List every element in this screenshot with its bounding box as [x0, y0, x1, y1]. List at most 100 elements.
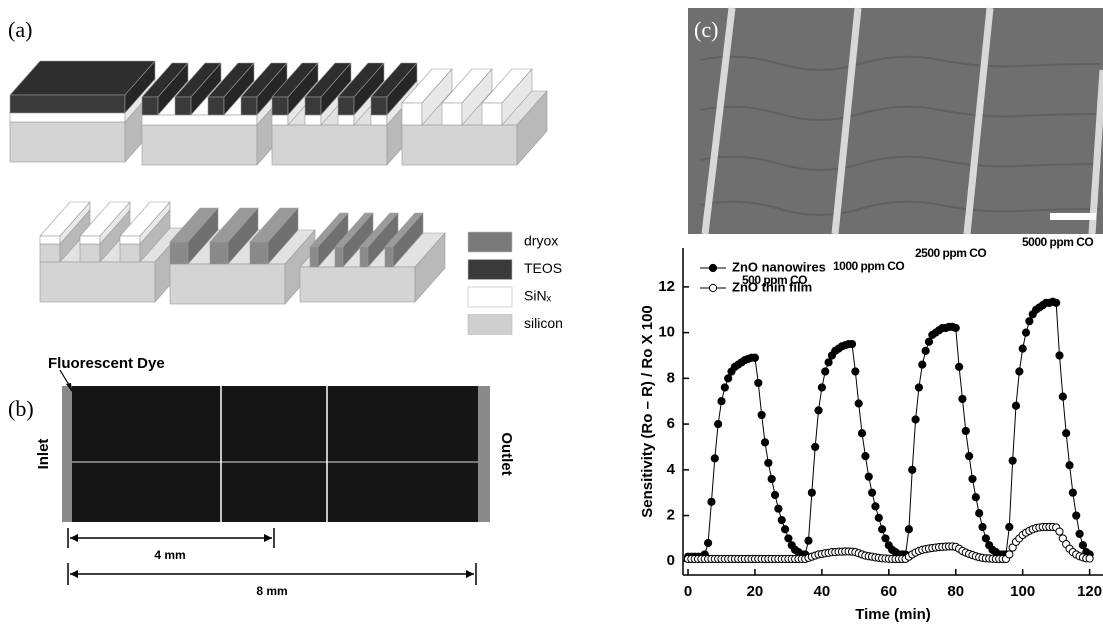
data-point [821, 367, 830, 376]
legend-marker [708, 263, 718, 273]
data-point [851, 367, 860, 376]
x-tick-label: 0 [684, 583, 692, 600]
data-point [770, 490, 780, 500]
block-front [119, 243, 141, 263]
data-point [847, 339, 857, 349]
data-point [1005, 522, 1014, 532]
block-front [240, 96, 258, 116]
data-point [871, 502, 880, 511]
data-point [861, 451, 870, 461]
block-front [141, 114, 258, 126]
block-front [174, 96, 192, 116]
data-point [784, 534, 793, 543]
block-front [79, 243, 101, 263]
block-front [79, 235, 101, 245]
data-point [951, 323, 960, 333]
panel-label: (c) [694, 17, 718, 42]
block-front [370, 114, 388, 126]
block-front [309, 246, 319, 268]
block-side [124, 60, 156, 114]
data-point [817, 383, 826, 392]
x-tick-label: 20 [747, 583, 764, 600]
block-front [304, 96, 322, 116]
block-front [271, 96, 289, 116]
data-point [864, 472, 873, 481]
dimension-label: 4 mm [154, 548, 185, 562]
block-front [441, 102, 463, 126]
block-front [39, 243, 61, 263]
data-point [720, 383, 729, 392]
y-tick-label: 12 [658, 278, 675, 295]
block-front [271, 114, 289, 126]
data-point [1072, 511, 1081, 520]
data-point [857, 429, 867, 438]
legend-marker [708, 283, 718, 293]
data-point [717, 397, 726, 406]
data-point [774, 504, 783, 513]
data-point [703, 538, 713, 548]
data-point [918, 360, 927, 369]
block-front [141, 124, 258, 166]
series-line [688, 301, 1090, 558]
dimension-arrows [70, 534, 474, 578]
dimension-lines [67, 528, 477, 585]
data-point [911, 415, 920, 424]
data-point [854, 399, 863, 408]
data-point [1052, 298, 1061, 307]
data-point [1065, 461, 1074, 470]
block-side [320, 62, 352, 116]
block-side [227, 207, 259, 265]
data-point [878, 525, 887, 534]
data-point [971, 493, 980, 502]
legend-label: SiNₓ [524, 288, 552, 304]
block-side [267, 207, 299, 265]
block-side [287, 62, 319, 116]
block-side [99, 201, 131, 245]
data-point [1005, 550, 1014, 559]
block-side [461, 68, 493, 126]
block-front [9, 111, 126, 123]
data-point [780, 525, 790, 534]
block-side [501, 68, 533, 126]
block-front [249, 241, 269, 265]
data-point [978, 522, 987, 532]
data-point [981, 534, 990, 543]
block-front [9, 121, 126, 163]
block-side [223, 62, 255, 116]
block-front [119, 235, 141, 245]
legend-swatch [467, 314, 513, 335]
data-point [714, 419, 723, 429]
data-point [724, 374, 733, 383]
outlet-label: Outlet [498, 432, 515, 475]
data-point [707, 497, 716, 506]
annotation: 2500 ppm CO [915, 246, 986, 260]
block-front [9, 94, 126, 114]
block-side [157, 62, 189, 116]
inlet-strip [62, 386, 72, 522]
data-point [804, 536, 813, 545]
flow-image [59, 369, 490, 585]
block-front [207, 96, 225, 116]
arrow-head [66, 383, 72, 392]
process-diagram [9, 60, 548, 305]
legend-label: ZnO nanowires [732, 259, 826, 274]
channel-image [62, 386, 490, 522]
data-point [867, 488, 877, 497]
block-front [481, 102, 503, 126]
data-point [754, 378, 763, 388]
block-front [370, 96, 388, 116]
dye-label: Fluorescent Dye [48, 355, 165, 372]
block-front [384, 246, 394, 268]
block-front [169, 241, 189, 265]
block-front [39, 235, 61, 245]
block-side [59, 201, 91, 245]
y-tick-label: 0 [667, 552, 675, 569]
block-front [271, 124, 388, 166]
data-point [811, 442, 820, 452]
data-point [904, 525, 913, 534]
block-front [141, 96, 159, 116]
annotation: 5000 ppm CO [1022, 235, 1093, 249]
block-front [337, 96, 355, 116]
block-side [187, 207, 219, 265]
block-side [414, 232, 446, 303]
